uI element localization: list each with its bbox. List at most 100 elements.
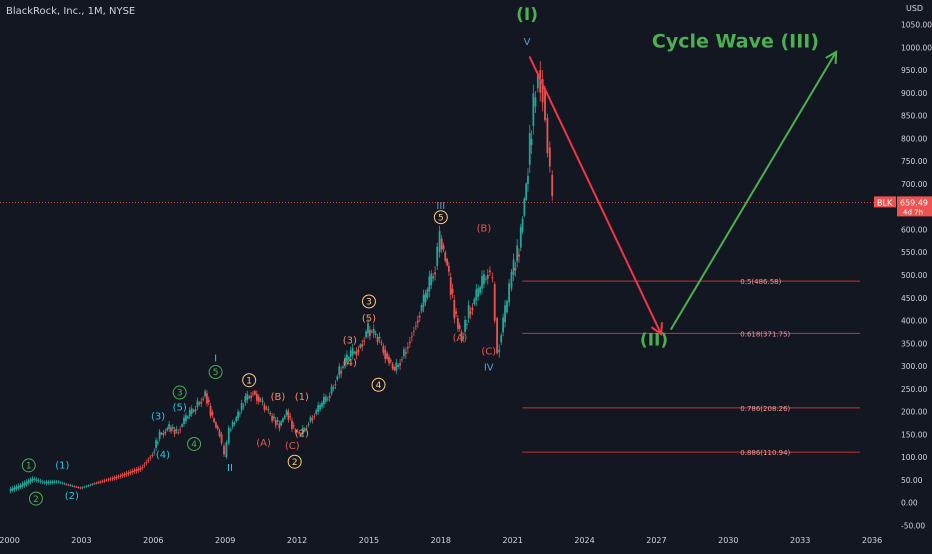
price-bar-body — [123, 473, 126, 476]
price-bar-body — [365, 331, 367, 337]
price-bar-body — [240, 402, 243, 411]
price-bar-body — [252, 393, 254, 395]
price-bar-body — [355, 351, 358, 356]
price-bar-body — [372, 328, 375, 334]
price-bar-body — [448, 265, 450, 272]
price-bar-body — [386, 353, 389, 359]
price-bar-body — [175, 428, 178, 431]
price-bar-body — [303, 428, 306, 432]
time-axis-tick-label: 2027 — [646, 536, 666, 545]
price-axis-tick-label: 550.00 — [901, 248, 927, 257]
price-bar-body — [440, 238, 443, 250]
price-bar-body — [469, 311, 472, 315]
price-bar-body — [170, 427, 172, 432]
price-bar-body — [271, 415, 274, 421]
time-axis-tick-label: 2033 — [790, 536, 810, 545]
last-price-bg — [897, 196, 932, 217]
price-bar-body — [117, 476, 120, 478]
wave-label: I — [214, 354, 217, 365]
price-bar-body — [267, 409, 270, 411]
price-bar-body — [530, 138, 533, 146]
price-bar-body — [61, 482, 64, 484]
price-bar-body — [242, 406, 245, 408]
price-bar-body — [109, 478, 112, 480]
price-axis[interactable]: 1050.00 1000.00 950.00 900.00 850.00 800.00 75… — [901, 21, 932, 531]
price-bar-body — [213, 418, 216, 423]
wave-label: (II) — [640, 331, 668, 351]
price-bar-body — [27, 480, 30, 484]
time-axis-tick-label: 2015 — [359, 536, 379, 545]
price-axis-tick-label: 450.00 — [901, 294, 927, 303]
price-bar-body — [75, 486, 78, 488]
price-bar-body — [357, 349, 360, 353]
time-axis-tick-label: 2021 — [503, 536, 523, 545]
price-bar-body — [81, 487, 84, 489]
price-bar-body — [29, 479, 32, 483]
price-bar-body — [153, 451, 156, 453]
price-bar-body — [206, 393, 208, 404]
price-bar-body — [484, 278, 487, 280]
price-bar-body — [276, 420, 279, 422]
price-bar-body — [135, 469, 138, 472]
forecast-down-arrow-head — [650, 322, 663, 337]
price-bar-body — [467, 305, 470, 319]
price-axis-tick-label: 300.00 — [901, 362, 927, 371]
price-bar-body — [336, 376, 339, 380]
price-bar-body — [99, 481, 102, 483]
price-bar-body — [359, 344, 362, 348]
price-bar-body — [107, 479, 110, 481]
wave-label: 4 — [191, 440, 197, 450]
price-bar-body — [35, 479, 38, 481]
fib-retracement-layer: 0.5(486.58) 0.618(371.75) 0.786(208.26) 0.8… — [522, 278, 861, 457]
wave-label: 5 — [213, 368, 219, 378]
price-bar-body — [125, 473, 128, 475]
wave-label: 2 — [292, 458, 298, 468]
price-bar-body — [43, 482, 46, 484]
price-bar-body — [25, 481, 28, 485]
price-axis-tick-label: 400.00 — [901, 317, 927, 326]
time-axis-tick-label: 2009 — [215, 536, 235, 545]
wave-label-circle — [242, 373, 257, 388]
price-bar-body — [541, 79, 544, 103]
price-bar-body — [164, 431, 167, 434]
price-bar-body — [13, 487, 16, 490]
price-bar-body — [504, 305, 506, 323]
price-bar-body — [512, 259, 515, 275]
wave-label: (B) — [271, 392, 286, 403]
wave-label-circle — [172, 385, 187, 400]
price-bar-body — [428, 276, 431, 292]
price-bar-body — [340, 370, 343, 374]
price-bar-body — [426, 289, 429, 298]
time-axis[interactable]: 2000 2003 2006 2009 2012 2015 2018 2021 2024 2027… — [0, 536, 882, 545]
wave-label: 1 — [26, 462, 32, 472]
wave-label: (A) — [256, 438, 271, 449]
wave-label: (1) — [55, 461, 69, 472]
price-bar-body — [434, 272, 436, 275]
price-bar-body — [408, 341, 411, 343]
price-bar-body — [261, 400, 264, 403]
forecast-down-arrow — [528, 55, 663, 335]
fib-level-label: 0.618(371.75) — [740, 330, 790, 338]
price-bar-body — [186, 416, 189, 419]
wave-label: V — [524, 37, 531, 48]
price-bar-body — [344, 357, 346, 366]
price-bar-body — [93, 483, 96, 485]
price-bar-body — [202, 398, 205, 400]
price-bar-body — [39, 480, 42, 482]
price-bar-body — [534, 97, 537, 107]
price-bar-body — [401, 359, 403, 361]
price-axis-tick-label: 700.00 — [901, 180, 927, 189]
price-bar-body — [291, 420, 293, 429]
price-bar-body — [23, 482, 26, 486]
price-bar-body — [215, 422, 217, 428]
price-bar-body — [192, 410, 195, 412]
price-bar-body — [393, 367, 396, 371]
price-bar-body — [238, 413, 241, 415]
price-bar-body — [380, 342, 383, 344]
price-bar-body — [129, 471, 132, 474]
price-bar-body — [420, 305, 423, 312]
wave-label: 1 — [246, 376, 252, 386]
price-bar-body — [424, 293, 427, 303]
